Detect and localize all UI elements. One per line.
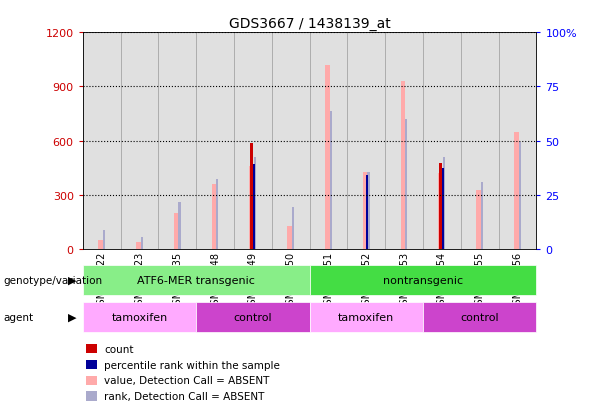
Bar [250,143,253,250]
Bar [83,266,310,295]
Bar [442,169,444,250]
Text: tamoxifen: tamoxifen [338,313,394,323]
Text: control: control [460,313,499,323]
Text: agent: agent [3,312,33,322]
Bar [438,174,443,250]
Bar [461,33,498,250]
Bar [287,226,292,250]
Bar [136,243,140,250]
Bar [405,120,408,250]
Bar [401,82,405,250]
Bar [254,158,256,250]
Bar [310,303,423,332]
Bar [103,230,105,250]
Bar [363,172,367,250]
Bar [98,241,103,250]
Bar [514,133,519,250]
Text: value, Detection Call = ABSENT: value, Detection Call = ABSENT [104,375,270,385]
Text: genotype/variation: genotype/variation [3,275,102,285]
Bar [330,112,332,250]
Bar [211,185,216,250]
Title: GDS3667 / 1438139_at: GDS3667 / 1438139_at [229,17,390,31]
Bar [440,163,442,250]
Text: tamoxifen: tamoxifen [112,313,167,323]
Bar [367,172,370,250]
Bar [140,237,143,250]
Text: ATF6-MER transgenic: ATF6-MER transgenic [137,275,255,285]
Bar [310,266,536,295]
Bar [292,207,294,250]
Bar [443,158,445,250]
Text: count: count [104,344,134,354]
Bar [158,33,196,250]
Bar [423,33,461,250]
Bar [121,33,158,250]
Bar [196,33,234,250]
Bar [83,33,121,250]
Bar [234,33,272,250]
Bar [249,167,254,250]
Bar [83,303,196,332]
Bar [367,176,368,250]
Text: nontransgenic: nontransgenic [383,275,463,285]
Bar [216,179,218,250]
Text: control: control [234,313,272,323]
Bar [476,190,481,250]
Bar [253,165,255,250]
Text: rank, Detection Call = ABSENT: rank, Detection Call = ABSENT [104,391,265,401]
Bar [325,66,330,250]
Bar [178,203,181,250]
Bar [272,33,310,250]
Text: ▶: ▶ [68,312,77,322]
Bar [196,303,310,332]
Bar [423,303,536,332]
Text: percentile rank within the sample: percentile rank within the sample [104,360,280,370]
Bar [481,183,483,250]
Bar [310,33,348,250]
Bar [519,142,521,250]
Bar [348,33,385,250]
Bar [498,33,536,250]
Bar [385,33,423,250]
Text: ▶: ▶ [68,275,77,285]
Bar [174,214,178,250]
